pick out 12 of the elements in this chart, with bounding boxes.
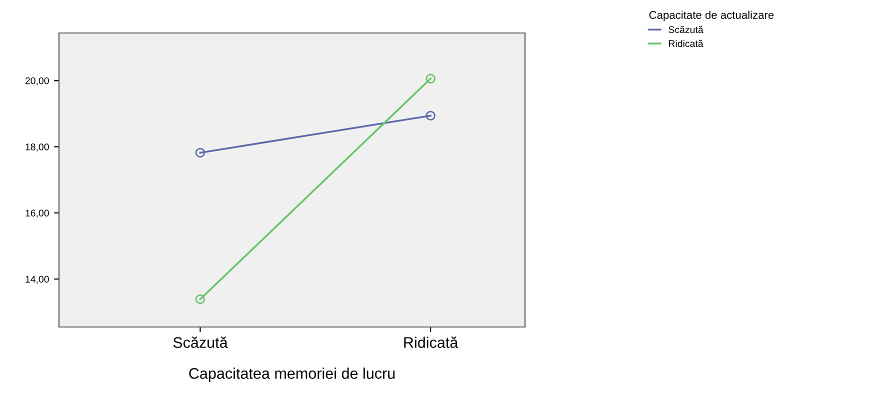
legend-label: Scăzută — [668, 26, 704, 34]
legend-title: Capacitate de actualizare — [649, 10, 774, 22]
point — [426, 74, 436, 84]
point — [195, 148, 206, 158]
y-tick-label: 20,00 — [25, 77, 49, 86]
y-tick-label: 16,00 — [26, 210, 49, 218]
point — [195, 294, 206, 304]
y-tick-label: 14,00 — [26, 276, 49, 284]
point — [426, 110, 436, 121]
legend-label: Ridicată — [668, 40, 704, 48]
x-axis-title: Capacitatea memoriei de lucru — [189, 368, 395, 382]
y-tick-label: 18,00 — [26, 144, 49, 152]
